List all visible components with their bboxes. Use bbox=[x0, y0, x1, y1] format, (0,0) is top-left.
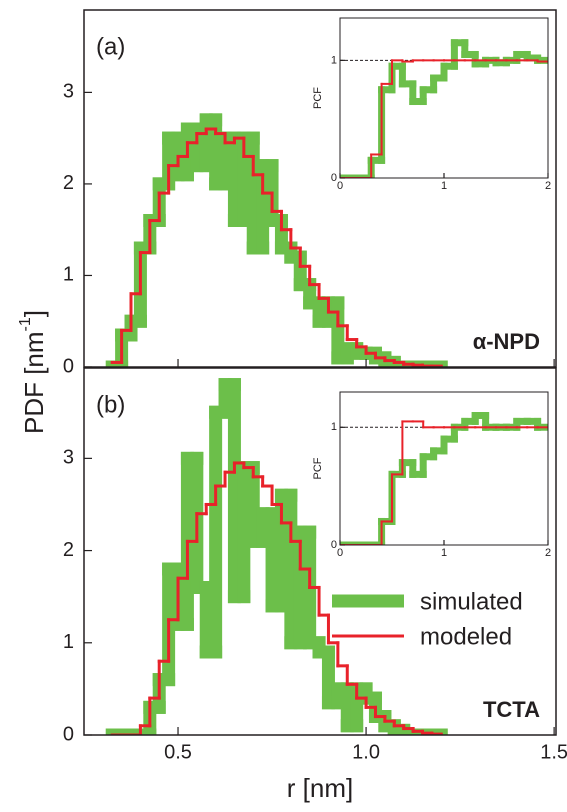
plot-area bbox=[340, 412, 548, 545]
x-tick-label: 2 bbox=[545, 180, 551, 192]
y-axis-label-sup: -1 bbox=[17, 317, 34, 331]
x-tick-label: 2 bbox=[545, 547, 551, 559]
panel-label: (a) bbox=[96, 33, 125, 60]
x-tick-label: 1.0 bbox=[352, 741, 380, 763]
y-tick-label: 1 bbox=[331, 421, 337, 433]
x-tick-label: 0 bbox=[337, 547, 343, 559]
plot-frame bbox=[339, 17, 549, 179]
panel-label: (b) bbox=[96, 391, 125, 418]
x-tick-label: 1 bbox=[441, 547, 447, 559]
y-axis-label: PCF bbox=[312, 87, 324, 109]
y-tick-label: 3 bbox=[63, 81, 74, 103]
sample-label: α-NPD bbox=[473, 329, 540, 354]
plot-frame bbox=[339, 391, 549, 546]
plot-background bbox=[340, 392, 548, 545]
legend-label: modeled bbox=[420, 623, 512, 650]
y-axis-label: PCF bbox=[312, 457, 324, 479]
y-tick-label: 2 bbox=[63, 539, 74, 561]
y-axis-label-text: PDF [nm bbox=[19, 331, 49, 434]
y-tick-label: 0 bbox=[331, 172, 337, 184]
y-tick-label: 1 bbox=[63, 264, 74, 286]
x-tick-label: 0.5 bbox=[164, 741, 192, 763]
y-tick-label: 1 bbox=[331, 54, 337, 66]
x-axis-label: r [nm] bbox=[287, 773, 353, 803]
y-axis-label-end: ] bbox=[19, 310, 49, 317]
y-tick-label: 0 bbox=[63, 355, 74, 377]
y-axis-label: PDF [nm-1] bbox=[17, 310, 49, 434]
plot-area bbox=[340, 39, 548, 178]
plot-area bbox=[105, 378, 448, 735]
y-tick-label: 1 bbox=[63, 631, 74, 653]
y-tick-label: 3 bbox=[63, 447, 74, 469]
x-tick-label: 1 bbox=[441, 180, 447, 192]
legend-label: simulated bbox=[420, 588, 523, 615]
x-tick-label: 1.5 bbox=[540, 741, 567, 763]
y-tick-label: 0 bbox=[331, 539, 337, 551]
plot-area bbox=[105, 113, 448, 367]
sample-label: TCTA bbox=[483, 697, 540, 722]
y-tick-label: 0 bbox=[63, 723, 74, 745]
plot-frame bbox=[83, 367, 557, 736]
x-tick-label: 0 bbox=[337, 180, 343, 192]
plot-frame bbox=[83, 9, 557, 368]
y-tick-label: 2 bbox=[63, 172, 74, 194]
plot-background bbox=[340, 18, 548, 178]
